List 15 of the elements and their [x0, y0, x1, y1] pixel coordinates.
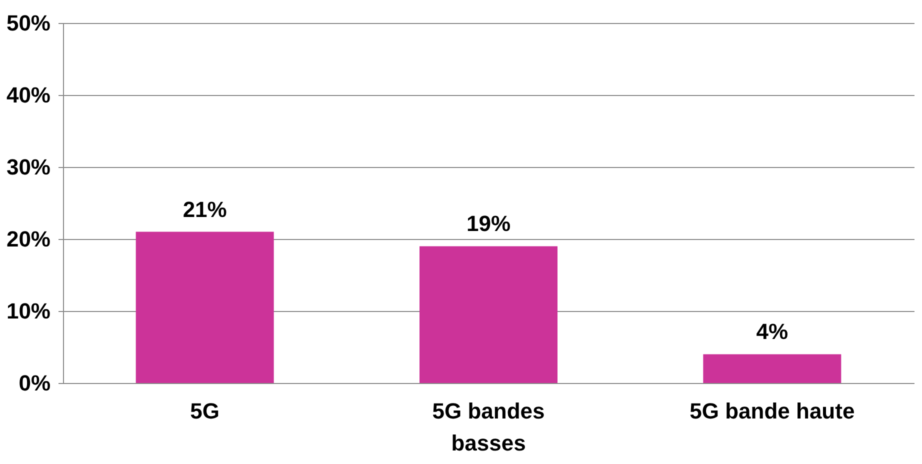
bar	[703, 354, 842, 383]
y-tick-label: 0%	[18, 370, 50, 396]
y-tick-label: 20%	[6, 226, 50, 252]
y-tick-label: 40%	[6, 82, 50, 108]
bar	[136, 232, 274, 383]
x-tick-label: 5G bandes basses	[432, 398, 545, 456]
data-label: 21%	[182, 196, 227, 222]
data-label: 19%	[466, 211, 511, 236]
x-tick-label: 5G bande haute	[690, 398, 855, 424]
bar	[420, 246, 558, 383]
y-tick-label: 10%	[6, 298, 50, 324]
x-tick-label: 5G	[190, 398, 220, 424]
data-label: 4%	[756, 319, 788, 344]
y-tick-label: 50%	[6, 10, 50, 36]
y-tick-label: 30%	[6, 154, 50, 180]
